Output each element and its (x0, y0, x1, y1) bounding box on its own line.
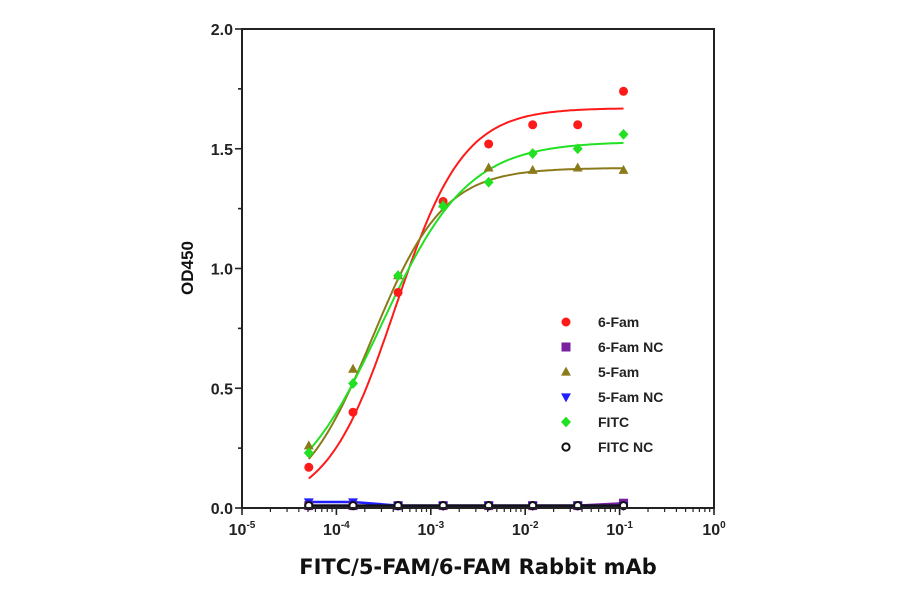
data-point (618, 164, 629, 174)
x-tick-label: 100 (702, 520, 726, 539)
legend-label: 5-Fam NC (598, 389, 663, 405)
data-point (438, 200, 449, 212)
y-tick-label: 0.0 (211, 501, 233, 518)
data-points (303, 86, 629, 512)
data-point (572, 162, 583, 172)
y-axis-label: OD450 (178, 241, 197, 295)
fit-curve-fitc (308, 141, 624, 452)
legend-label: FITC (598, 414, 629, 430)
data-point (303, 447, 314, 459)
data-point (393, 270, 404, 282)
x-tick-label: 10-5 (229, 520, 256, 539)
data-point (483, 176, 494, 188)
data-point (304, 462, 314, 472)
x-tick-label: 10-1 (606, 520, 633, 539)
legend-item-fitc-nc: FITC NC (561, 439, 653, 455)
legend: 6-Fam 6-Fam NC 5-Fam 5-Fam NC FITC FITC NC (561, 314, 663, 455)
legend-marker-icon (561, 317, 571, 327)
legend-marker-icon (561, 442, 571, 452)
y-tick-label: 0.5 (211, 381, 233, 398)
legend-item-5-fam: 5-Fam (561, 364, 639, 380)
series-fitc (303, 128, 629, 459)
fit-curve-5-fam (308, 167, 624, 460)
x-tick-label: 10-2 (512, 520, 539, 539)
data-point (528, 120, 538, 130)
data-point (348, 407, 358, 417)
fit-curve-6-fam (308, 107, 624, 480)
legend-label: 6-Fam NC (598, 339, 663, 355)
data-point (484, 139, 494, 149)
data-point (303, 440, 314, 450)
legend-item-5-fam-nc: 5-Fam NC (561, 389, 663, 405)
data-point (572, 143, 583, 155)
x-tick-label: 10-4 (323, 520, 350, 539)
data-point (619, 86, 629, 96)
legend-marker-icon (561, 393, 571, 403)
y-tick-label: 1.5 (211, 142, 233, 159)
data-point (348, 378, 358, 389)
x-axis-ticks: 10-5 10-4 10-3 10-2 10-1 100 (229, 508, 726, 539)
data-point (348, 363, 358, 373)
data-point (483, 162, 494, 172)
legend-item-6-fam: 6-Fam (561, 314, 639, 330)
legend-marker-icon (561, 366, 571, 376)
legend-label: FITC NC (598, 439, 653, 455)
fit-curves (308, 107, 624, 507)
x-axis-label: FITC/5-FAM/6-FAM Rabbit mAb (299, 555, 657, 579)
x-tick-label: 10-3 (417, 520, 444, 539)
legend-item-fitc: FITC (561, 414, 629, 430)
legend-marker-icon (561, 416, 571, 428)
legend-marker-icon (561, 342, 571, 352)
data-point (393, 287, 403, 297)
y-tick-label: 2.0 (211, 22, 233, 39)
data-point (527, 148, 538, 159)
plot-frame (241, 28, 715, 509)
data-point (573, 120, 583, 130)
data-point (527, 164, 538, 174)
data-point (618, 128, 629, 140)
y-axis-ticks: 0.0 0.5 1.0 1.5 2.0 (211, 22, 242, 518)
legend-item-6-fam-nc: 6-Fam NC (561, 339, 663, 355)
y-tick-label: 1.0 (211, 262, 233, 279)
series-5-fam (303, 162, 629, 450)
legend-label: 6-Fam (598, 314, 639, 330)
legend-label: 5-Fam (598, 364, 639, 380)
axes (241, 28, 715, 509)
